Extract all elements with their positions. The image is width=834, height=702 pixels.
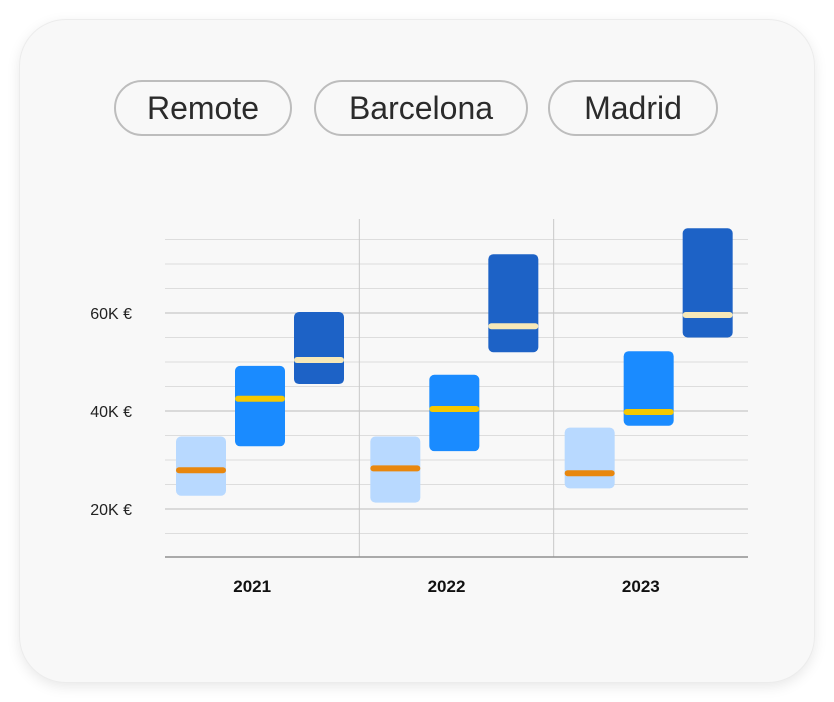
range-bar — [429, 374, 480, 452]
range-bar — [488, 254, 539, 353]
y-tick-label: 20K € — [90, 502, 132, 519]
filter-barcelona-button[interactable]: Barcelona — [314, 80, 528, 136]
median-marker — [682, 311, 733, 318]
range-bar — [564, 427, 615, 489]
range-bar — [294, 312, 344, 385]
median-marker — [488, 323, 539, 330]
x-category-label: 2023 — [622, 577, 660, 596]
median-marker — [235, 395, 285, 402]
range-bar — [682, 228, 733, 338]
median-marker — [294, 357, 344, 364]
median-marker — [564, 470, 615, 477]
median-marker — [370, 465, 421, 472]
median-marker — [176, 467, 226, 474]
x-category-label: 2022 — [428, 577, 466, 596]
y-tick-label: 40K € — [90, 404, 132, 421]
range-bar — [176, 436, 226, 496]
median-marker — [623, 408, 674, 415]
filter-remote-button[interactable]: Remote — [114, 80, 292, 136]
y-tick-label: 60K € — [90, 306, 132, 323]
range-bar — [235, 365, 285, 447]
filter-madrid-button[interactable]: Madrid — [548, 80, 718, 136]
median-marker — [429, 406, 480, 413]
x-category-label: 2021 — [233, 577, 271, 596]
range-bar — [623, 351, 674, 426]
